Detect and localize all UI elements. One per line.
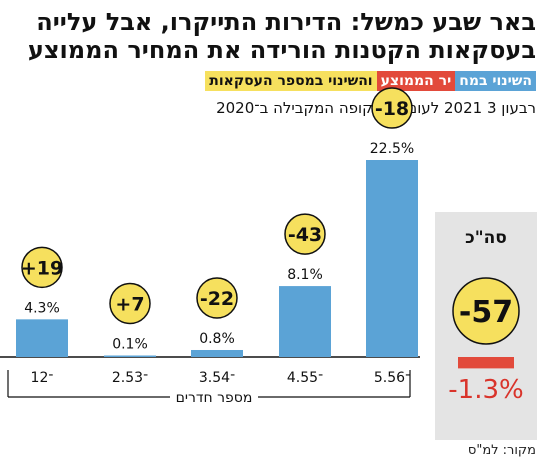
category-label-1: 1־2 <box>31 370 54 386</box>
bar-1 <box>16 319 68 357</box>
total-transaction-label: -57 <box>459 295 513 330</box>
transaction-bubble-2 <box>109 282 151 325</box>
title-line-2: בעסקאות הקטנות הורידה את המחיר הממוצע <box>27 36 536 64</box>
title-line-1: באר שבע כמשל: הדירות התייקרו, אבל עלייה <box>36 8 536 36</box>
category-label-2: 2.5־3 <box>112 370 148 386</box>
legend-transactions: והשינוי במספר העסקאות <box>205 71 377 91</box>
transaction-label-1: +19 <box>21 257 63 279</box>
transaction-bubble-3 <box>196 277 238 319</box>
bar-value-label-1: 4.3% <box>24 300 60 316</box>
axis-caption: מספר חדרים <box>176 390 253 406</box>
category-label-4: 4.5־5 <box>287 370 323 386</box>
bar-value-label-5: 22.5% <box>370 141 414 157</box>
category-label-3: 3.5־4 <box>199 370 235 386</box>
total-label: סה"כ <box>465 228 507 248</box>
legend-price-part2: יר הממוצע <box>376 71 456 91</box>
bar-4 <box>279 286 331 357</box>
bar-3 <box>191 349 243 357</box>
chart-subtitle: רבעון 3 2021 לעומת התקופה המקבילה ב־2020 <box>216 99 536 117</box>
chart-title: באר שבע כמשל: הדירות התייקרו, אבל עלייה … <box>6 8 536 64</box>
transaction-label-4: -43 <box>288 224 322 246</box>
bar-value-label-4: 8.1% <box>287 267 323 283</box>
transaction-bubble-5 <box>371 87 413 129</box>
transaction-label-5: -18 <box>375 98 409 120</box>
transaction-bubble-1 <box>21 246 63 289</box>
legend-price-part1: השינוי במח <box>455 71 536 91</box>
bar-2 <box>104 355 156 357</box>
total-transaction-bubble <box>452 277 520 345</box>
total-bar <box>458 357 514 369</box>
transaction-label-2: +7 <box>115 294 144 316</box>
bar-5 <box>366 160 418 357</box>
total-value-label: -1.3% <box>448 375 523 405</box>
bar-value-label-2: 0.1% <box>112 337 148 353</box>
legend: השינוי במחיר הממוצע והשינוי במספר העסקאו… <box>205 71 536 91</box>
category-label-5: 5.5־6 <box>374 370 410 386</box>
bar-value-label-3: 0.8% <box>199 331 235 347</box>
transaction-bubble-4 <box>284 213 326 255</box>
transaction-label-3: -22 <box>200 288 234 310</box>
source-note: מקור: למ"ס <box>467 443 536 458</box>
